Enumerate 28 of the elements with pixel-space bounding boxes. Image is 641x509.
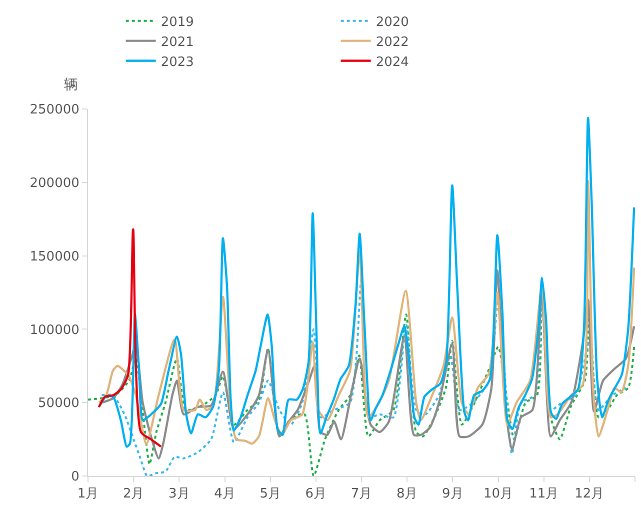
y-axis-title: 辆	[64, 77, 78, 93]
legend-label: 2024	[376, 54, 409, 70]
legend-label: 2019	[160, 14, 194, 30]
x-tick-label: 12月	[574, 486, 604, 502]
x-tick-label: 6月	[305, 486, 327, 502]
x-tick-label: 4月	[214, 486, 236, 502]
y-tick-label: 0	[71, 470, 80, 485]
y-tick-label: 50000	[38, 396, 80, 412]
line-series	[98, 116, 635, 448]
x-tick-label: 3月	[168, 486, 190, 502]
legend-label: 2023	[160, 54, 194, 70]
legend-label: 2021	[160, 34, 194, 50]
x-tick-label: 10月	[483, 486, 514, 502]
y-tick-label: 200000	[30, 176, 80, 191]
legend-label: 2020	[376, 14, 409, 30]
line-series	[98, 180, 635, 445]
x-tick-label: 5月	[260, 486, 281, 502]
x-tick-label: 7月	[350, 486, 372, 502]
x-tick-label: 1月	[77, 486, 99, 502]
y-tick-label: 250000	[30, 102, 80, 118]
legend-label: 2022	[376, 34, 409, 50]
x-tick-label: 8月	[396, 486, 418, 502]
x-tick-label: 9月	[442, 486, 464, 502]
x-tick-label: 2月	[122, 486, 144, 502]
y-tick-label: 150000	[30, 249, 80, 264]
y-tick-label: 100000	[30, 322, 80, 338]
x-tick-label: 11月	[529, 486, 559, 502]
line-series	[98, 228, 162, 448]
